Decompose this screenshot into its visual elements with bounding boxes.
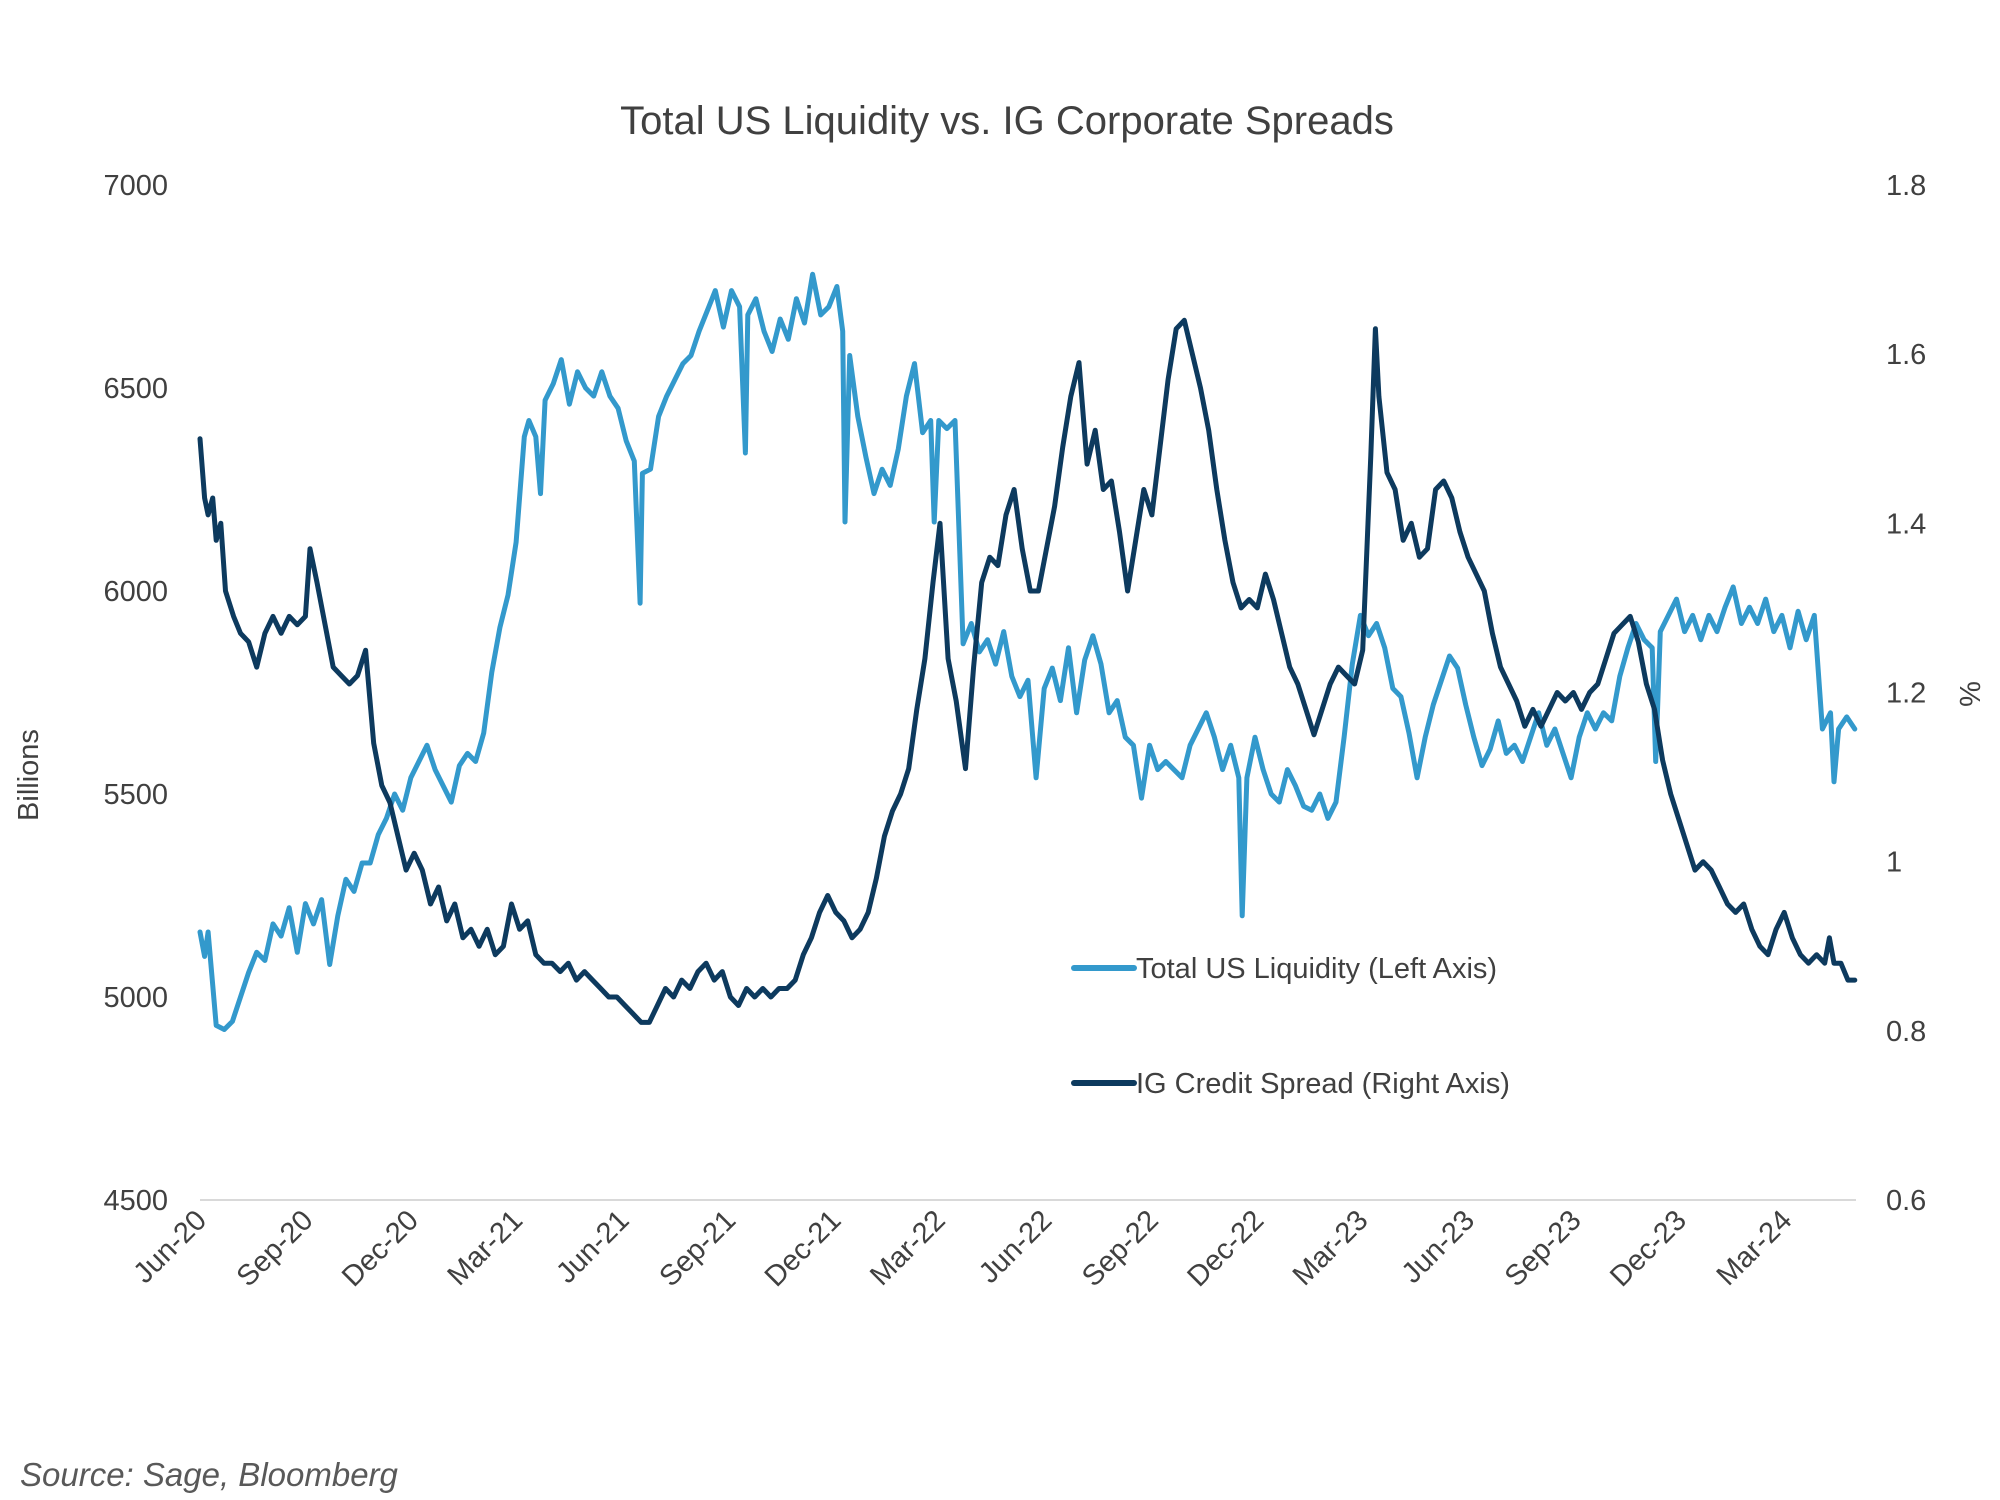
right-tick-label: 0.8	[1886, 1016, 1926, 1048]
right-tick-label: 1.4	[1886, 508, 1926, 540]
x-axis-ticks: Jun-20 Sep-20 Dec-20 Mar-21 Jun-21 Sep-21 Dec-…	[128, 1204, 1799, 1293]
legend-label-spread: IG Credit Spread (Right Axis)	[1136, 1068, 1510, 1100]
legend: Total US Liquidity (Left Axis) IG Credit…	[1071, 953, 1510, 1100]
legend-item-spread: IG Credit Spread (Right Axis)	[1071, 1068, 1510, 1100]
x-tick-label: Jun-23	[1396, 1204, 1481, 1289]
legend-label-liquidity: Total US Liquidity (Left Axis)	[1136, 953, 1497, 985]
left-tick-label: 5500	[103, 779, 168, 811]
x-tick-label: Jun-21	[550, 1204, 635, 1289]
x-tick-label: Dec-21	[759, 1204, 848, 1293]
left-tick-label: 5000	[103, 982, 168, 1014]
x-tick-label: Mar-23	[1287, 1204, 1375, 1292]
x-tick-label: Sep-22	[1076, 1204, 1165, 1293]
right-axis-ticks: 0.6 0.8 1 1.2 1.4 1.6 1.8	[1886, 170, 1926, 1217]
chart-title: Total US Liquidity vs. IG Corporate Spre…	[620, 99, 1394, 143]
right-tick-label: 1.2	[1886, 678, 1926, 710]
x-tick-label: Jun-22	[973, 1204, 1058, 1289]
x-tick-label: Sep-20	[231, 1204, 320, 1293]
right-tick-label: 1.8	[1886, 170, 1926, 202]
x-tick-label: Sep-21	[653, 1204, 742, 1293]
x-tick-label: Sep-23	[1499, 1204, 1588, 1293]
left-tick-label: 4500	[103, 1185, 168, 1217]
x-tick-label: Mar-22	[864, 1204, 952, 1292]
series-layer	[197, 271, 1858, 1032]
left-tick-label: 6000	[103, 576, 168, 608]
right-axis-label: %	[1953, 681, 1985, 707]
x-tick-label: Mar-21	[442, 1204, 530, 1292]
left-tick-label: 6500	[103, 373, 168, 405]
right-tick-label: 1	[1886, 847, 1902, 879]
x-tick-label: Jun-20	[128, 1204, 213, 1289]
x-tick-label: Mar-24	[1711, 1204, 1799, 1292]
left-axis-label: Billions	[13, 729, 45, 821]
right-tick-label: 1.6	[1886, 339, 1926, 371]
x-tick-label: Dec-22	[1182, 1204, 1271, 1293]
source-note: Source: Sage, Bloomberg	[20, 1456, 399, 1493]
legend-item-liquidity: Total US Liquidity (Left Axis)	[1071, 953, 1497, 985]
x-tick-label: Dec-20	[336, 1204, 425, 1293]
left-tick-label: 7000	[103, 170, 168, 202]
x-tick-label: Dec-23	[1604, 1204, 1693, 1293]
right-tick-label: 0.6	[1886, 1185, 1926, 1217]
left-axis-ticks: 4500 5000 5500 6000 6500 7000	[103, 170, 168, 1217]
series-line-spread	[197, 317, 1858, 1025]
series-line-liquidity	[197, 271, 1858, 1032]
